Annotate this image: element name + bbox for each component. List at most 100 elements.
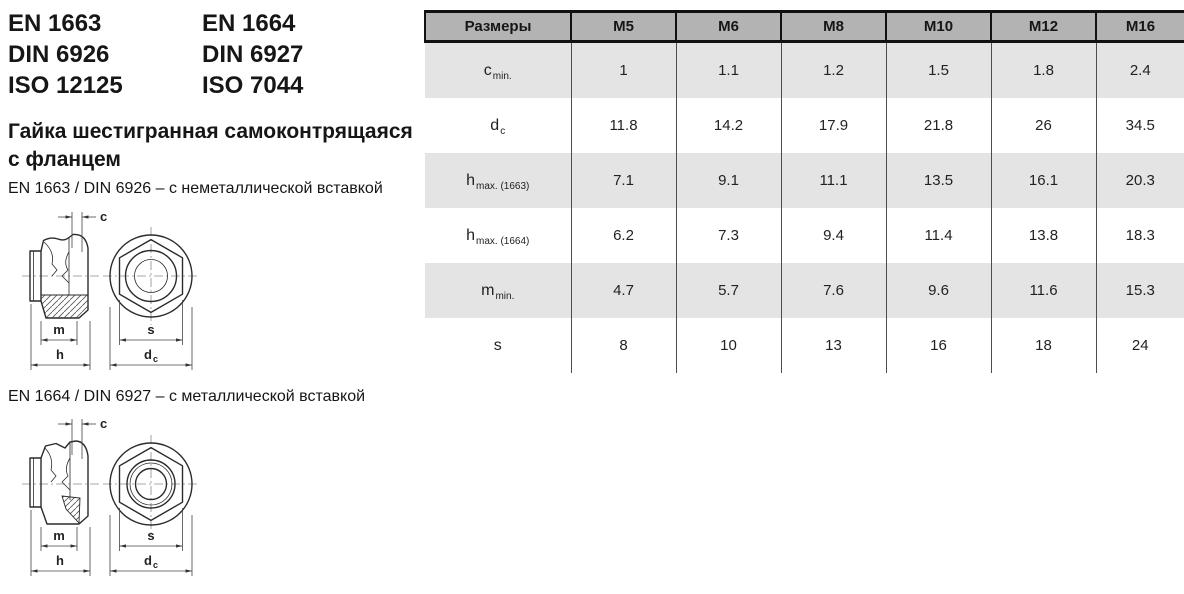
table-cell: 20.3 (1095, 153, 1184, 208)
table-cell: 1.2 (780, 41, 886, 98)
standards-column-1664: EN 1664 DIN 6927 ISO 7044 (202, 8, 396, 101)
table-cell: 7.3 (675, 208, 781, 263)
table-cell: 7.6 (780, 263, 886, 318)
row-label: mmin. (425, 263, 571, 318)
table-row-d-c: dc 11.8 14.2 17.9 21.8 26 34.5 (425, 98, 1184, 153)
col-header-M16: M16 (1095, 10, 1184, 43)
dimension-s: s (119, 300, 183, 345)
standards-block: EN 1663 DIN 6926 ISO 12125 EN 1664 DIN 6… (8, 8, 396, 101)
row-label-sub: min. (492, 70, 512, 82)
dim-label-dc-sub: c (153, 560, 158, 570)
dim-label-m: m (53, 528, 65, 543)
table-cell: 11.8 (570, 98, 676, 153)
standards-column-1663: EN 1663 DIN 6926 ISO 12125 (8, 8, 202, 101)
drawing-en1664-din6927: c m h s d c (22, 416, 200, 576)
row-label-main: h (466, 171, 476, 189)
nut-side-view (29, 440, 89, 525)
table-cell: 18 (990, 318, 1096, 373)
table-row-s: s 8 10 13 16 18 24 (425, 318, 1184, 373)
table-header-row: Размеры M5 M6 M8 M10 M12 M16 (424, 10, 1184, 43)
table-cell: 13.8 (990, 208, 1096, 263)
table-cell: 24 (1095, 318, 1184, 373)
col-header-M8: M8 (780, 10, 886, 43)
nut-top-view (109, 442, 193, 526)
table-cell: 2.4 (1095, 41, 1184, 98)
table-cell: 16 (885, 318, 991, 373)
row-label-sub: c (500, 125, 506, 137)
row-label-main: s (493, 336, 502, 354)
col-header-M5: M5 (570, 10, 676, 43)
dimension-h: h (30, 510, 91, 576)
drawing-en1663-din6926: c m h s d c (22, 209, 200, 370)
page-title: Гайка шестигранная самоконтрящаяся с фла… (8, 118, 438, 174)
row-label-sub: min. (495, 290, 515, 302)
dimensions-table-wrap: Размеры M5 M6 M8 M10 M12 M16 cmin. 1 1.1 1.2 1.5 1.… (424, 10, 1184, 373)
variant-1663-caption: EN 1663 / DIN 6926 – с неметаллической в… (8, 180, 383, 197)
dimension-c: c (58, 416, 107, 459)
dimension-dc: d c (109, 515, 193, 576)
nut-side-view (29, 233, 89, 319)
table-cell: 15.3 (1095, 263, 1184, 318)
col-header-M6: M6 (675, 10, 781, 43)
col-header-M10: M10 (885, 10, 991, 43)
center-lines (22, 435, 200, 533)
standard-ref-din6927: DIN 6927 (202, 41, 304, 68)
row-label-main: m (481, 281, 495, 299)
dimensions-table: Размеры M5 M6 M8 M10 M12 M16 cmin. 1 1.1 1.2 1.5 1.… (424, 10, 1184, 373)
dim-label-dc-sub: c (153, 354, 158, 364)
row-label-main: h (466, 226, 476, 244)
page-title-line1: Гайка шестигранная самоконтрящаяся (8, 120, 413, 143)
dimension-h: h (30, 304, 91, 370)
table-cell: 34.5 (1095, 98, 1184, 153)
table-cell: 13.5 (885, 153, 991, 208)
dim-label-dc-main: d (144, 347, 152, 362)
nut-top-view (109, 234, 193, 318)
dim-label-h: h (56, 553, 64, 568)
table-cell: 16.1 (990, 153, 1096, 208)
page-title-line2: с фланцем (8, 148, 121, 171)
table-cell: 6.2 (570, 208, 676, 263)
table-cell: 1 (570, 41, 676, 98)
col-header-sizes: Размеры (424, 10, 571, 43)
standard-ref-din6926: DIN 6926 (8, 41, 110, 68)
table-row-h-max1664: hmax. (1664) 6.2 7.3 9.4 11.4 13.8 18.3 (425, 208, 1184, 263)
dim-label-c: c (100, 416, 107, 431)
table-cell: 10 (675, 318, 781, 373)
row-label-main: c (483, 61, 492, 79)
standard-ref-en1664: EN 1664 (202, 10, 296, 37)
table-row-c-min: cmin. 1 1.1 1.2 1.5 1.8 2.4 (425, 41, 1184, 98)
dim-label-h: h (56, 347, 64, 362)
table-cell: 5.7 (675, 263, 781, 318)
table-cell: 11.6 (990, 263, 1096, 318)
table-body: cmin. 1 1.1 1.2 1.5 1.8 2.4 dc 11.8 14.2 17.9 21.8 2… (425, 41, 1184, 373)
table-row-h-max1663: hmax. (1663) 7.1 9.1 11.1 13.5 16.1 20.3 (425, 153, 1184, 208)
row-label: s (425, 318, 571, 373)
table-cell: 21.8 (885, 98, 991, 153)
table-cell: 4.7 (570, 263, 676, 318)
table-cell: 7.1 (570, 153, 676, 208)
row-label: hmax. (1664) (425, 208, 571, 263)
table-cell: 9.1 (675, 153, 781, 208)
table-cell: 9.6 (885, 263, 991, 318)
dimension-s: s (119, 508, 183, 551)
dimension-m: m (40, 527, 78, 551)
variant-1664-caption: EN 1664 / DIN 6927 – с металлической вст… (8, 388, 366, 405)
dimension-m: m (40, 321, 78, 345)
table-cell: 9.4 (780, 208, 886, 263)
dim-label-dc-main: d (144, 553, 152, 568)
dim-label-s: s (147, 528, 154, 543)
dimension-c: c (58, 209, 107, 252)
table-header: Размеры M5 M6 M8 M10 M12 M16 (424, 10, 1184, 43)
standard-ref-iso7044: ISO 7044 (202, 72, 304, 99)
table-cell: 11.4 (885, 208, 991, 263)
table-cell: 17.9 (780, 98, 886, 153)
table-cell: 1.5 (885, 41, 991, 98)
table-cell: 18.3 (1095, 208, 1184, 263)
dim-label-m: m (53, 322, 65, 337)
table-cell: 26 (990, 98, 1096, 153)
table-cell: 11.1 (780, 153, 886, 208)
row-label-main: d (490, 116, 500, 134)
table-cell: 1.1 (675, 41, 781, 98)
table-cell: 14.2 (675, 98, 781, 153)
row-label-sub: max. (1664) (476, 235, 530, 247)
